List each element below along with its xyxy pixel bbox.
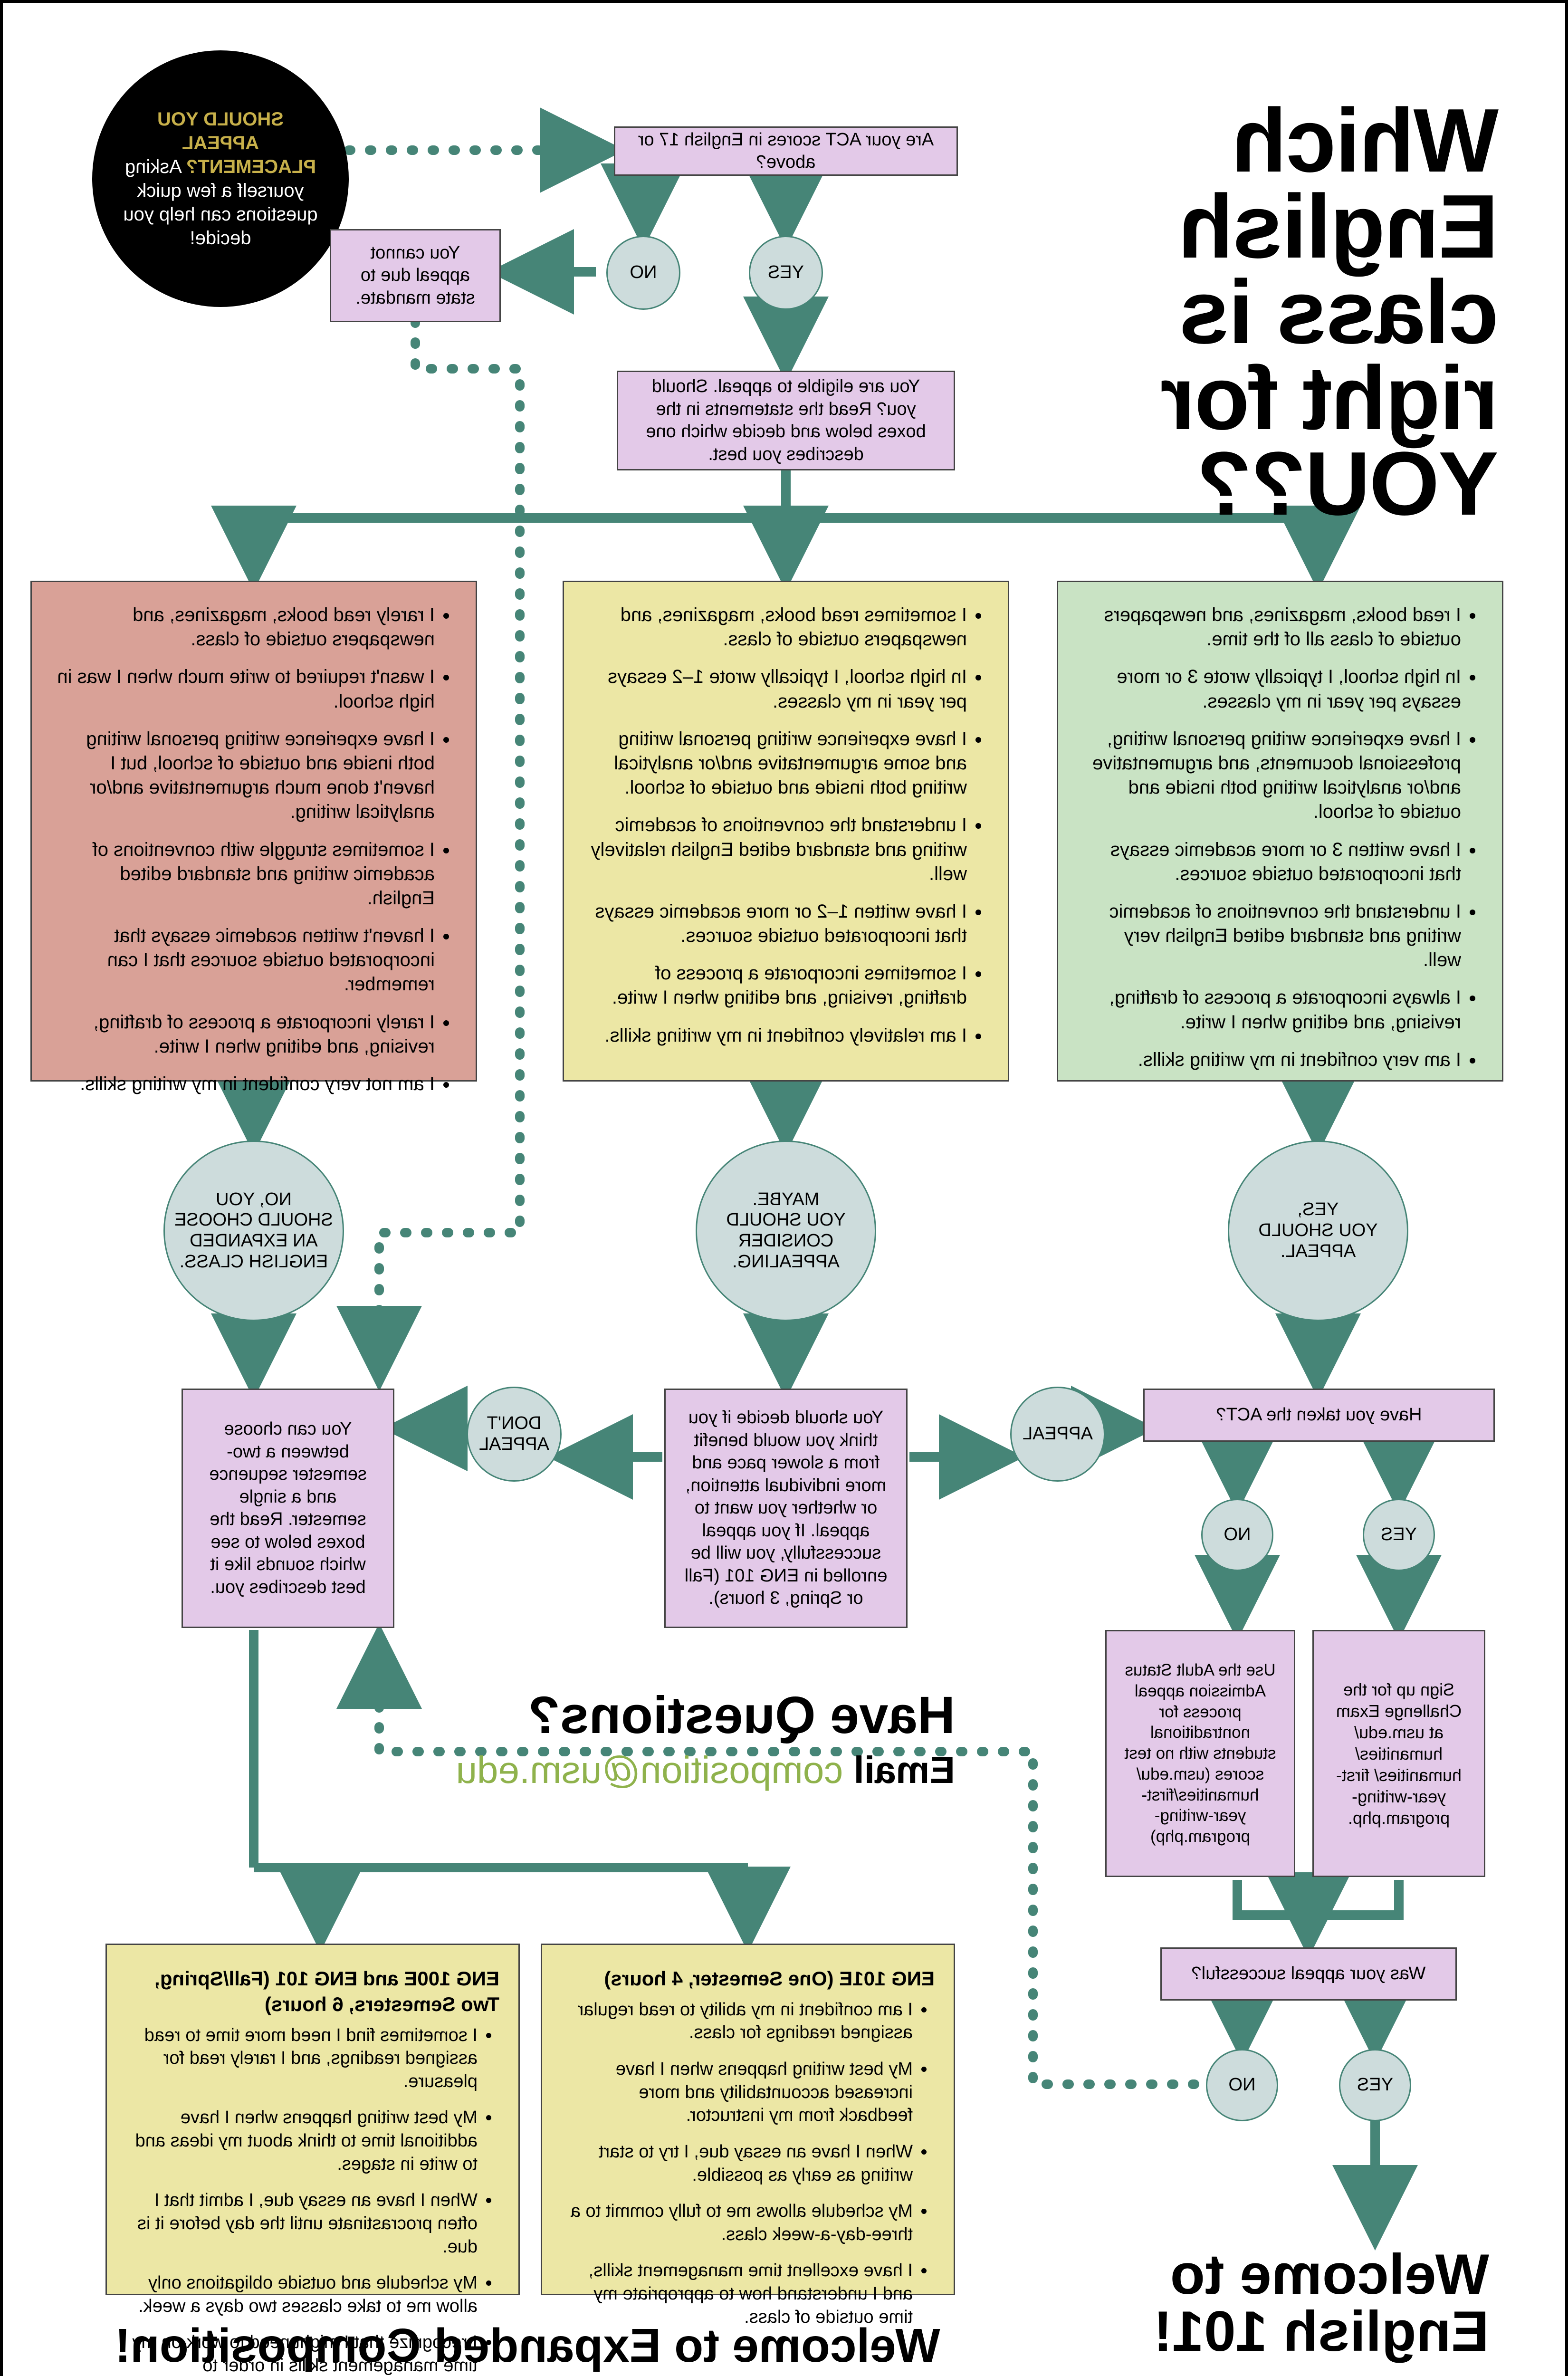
node-choose: You can choose between a two-semester se…: [182, 1389, 394, 1628]
list-item: I sometimes incorporate a process of dra…: [587, 961, 967, 1010]
welcome-expanded: Welcome to Expanded Composition!: [100, 2322, 955, 2369]
list-item: My best writing happens when I have incr…: [565, 2058, 913, 2127]
list-item: I have experience writing personal writi…: [55, 727, 435, 824]
list-item: I am confident in my ability to read reg…: [565, 1998, 913, 2044]
have-questions: Have Questions? Email composition@usm.ed…: [432, 1685, 955, 1792]
appeal-badge: SHOULD YOU APPEAL PLACEMENT? Asking your…: [92, 50, 349, 307]
list-item: I am relatively confident in my writing …: [587, 1024, 967, 1048]
list-item: I am not very confident in my writing sk…: [55, 1072, 435, 1096]
col-yellow: I sometimes read books, magazines, and n…: [563, 581, 1009, 1082]
circle-no-expanded: NO, YOU SHOULD CHOOSE AN EXPANDED ENGLIS…: [163, 1140, 344, 1321]
list-item: I have excellent time management skills,…: [565, 2259, 913, 2328]
list-item: I have experience writing personal writi…: [1081, 727, 1461, 824]
eng-101e-box: ENG 101E (One Semester, 4 hours) I am co…: [541, 1944, 955, 2295]
list-item: When I have an essay due, I admit that I…: [130, 2189, 478, 2258]
col-red: I rarely read books, magazines, and news…: [30, 581, 477, 1082]
node-taken-act: Have you taken the ACT?: [1143, 1389, 1495, 1442]
list-item: My schedule and outside obligations only…: [130, 2271, 478, 2318]
list-item: I am very confident in my writing skills…: [1081, 1048, 1461, 1072]
node-q-act-17: Are your ACT scores in English 17 or abo…: [614, 126, 958, 176]
list-item: I sometimes read books, magazines, and n…: [587, 603, 967, 651]
list-item: I sometimes find I need more time to rea…: [130, 2024, 478, 2093]
list-item: In high school, I typically wrote 3 or m…: [1081, 665, 1461, 713]
node-yes-1: YES: [749, 236, 823, 310]
node-successful: Was your appeal successful?: [1160, 1947, 1457, 2001]
list-item: When I have an essay due, I try to start…: [565, 2140, 913, 2186]
node-no-3: NO: [1206, 2049, 1278, 2121]
circle-maybe-appeal: MAYBE. YOU SHOULD CONSIDER APPEALING.: [696, 1140, 876, 1321]
eng-101e-title: ENG 101E (One Semester, 4 hours): [565, 1966, 935, 1992]
list-item: I haven't written academic essays that i…: [55, 924, 435, 997]
list-item: I have written 1–2 or more academic essa…: [587, 900, 967, 948]
node-decide: You should decide if you think you would…: [664, 1389, 908, 1628]
node-no-2: NO: [1201, 1499, 1273, 1571]
list-item: In high school, I typically wrote 1–2 es…: [587, 665, 967, 713]
eng-100e-title: ENG 100E and ENG 101 (Fall/Spring, Two S…: [130, 1966, 499, 2017]
col-green: I read books, magazines, and newspapers …: [1057, 581, 1503, 1082]
node-no-1: NO: [606, 236, 680, 310]
list-item: I understand the conventions of academic…: [587, 813, 967, 886]
list-item: I always incorporate a process of drafti…: [1081, 986, 1461, 1034]
node-cannot-appeal: You cannot appeal due to state mandate.: [330, 229, 501, 322]
eng-100e-box: ENG 100E and ENG 101 (Fall/Spring, Two S…: [105, 1944, 520, 2295]
welcome-101: Welcome to English 101!: [1128, 2246, 1489, 2360]
circle-appeal: APPEAL: [1010, 1387, 1105, 1482]
list-item: I have experience writing personal writi…: [587, 727, 967, 800]
list-item: I wasn't required to write much when I w…: [55, 665, 435, 713]
node-eligible: You are eligible to appeal. Should you? …: [617, 371, 955, 470]
node-adult-status: Use the Adult Status Admission appeal pr…: [1105, 1630, 1295, 1877]
list-item: I have written 3 or more academic essays…: [1081, 838, 1461, 886]
list-item: I rarely incorporate a process of drafti…: [55, 1010, 435, 1059]
list-item: I understand the conventions of academic…: [1081, 900, 1461, 973]
circle-yes-appeal: YES, YOU SHOULD APPEAL.: [1228, 1140, 1408, 1321]
node-sign-up: Sign up for the Challenge Exam at usm.ed…: [1312, 1630, 1485, 1877]
list-item: My schedule allows me to fully commit to…: [565, 2200, 913, 2246]
list-item: My best writing happens when I have addi…: [130, 2106, 478, 2175]
node-yes-2: YES: [1363, 1499, 1435, 1571]
list-item: I sometimes struggle with conventions of…: [55, 838, 435, 911]
page-title: Which English class is right for YOU??: [1000, 98, 1499, 527]
list-item: I rarely read books, magazines, and news…: [55, 603, 435, 651]
node-yes-3: YES: [1339, 2049, 1411, 2121]
circle-dont-appeal: DON'T APPEAL: [467, 1387, 562, 1482]
list-item: I read books, magazines, and newspapers …: [1081, 603, 1461, 651]
